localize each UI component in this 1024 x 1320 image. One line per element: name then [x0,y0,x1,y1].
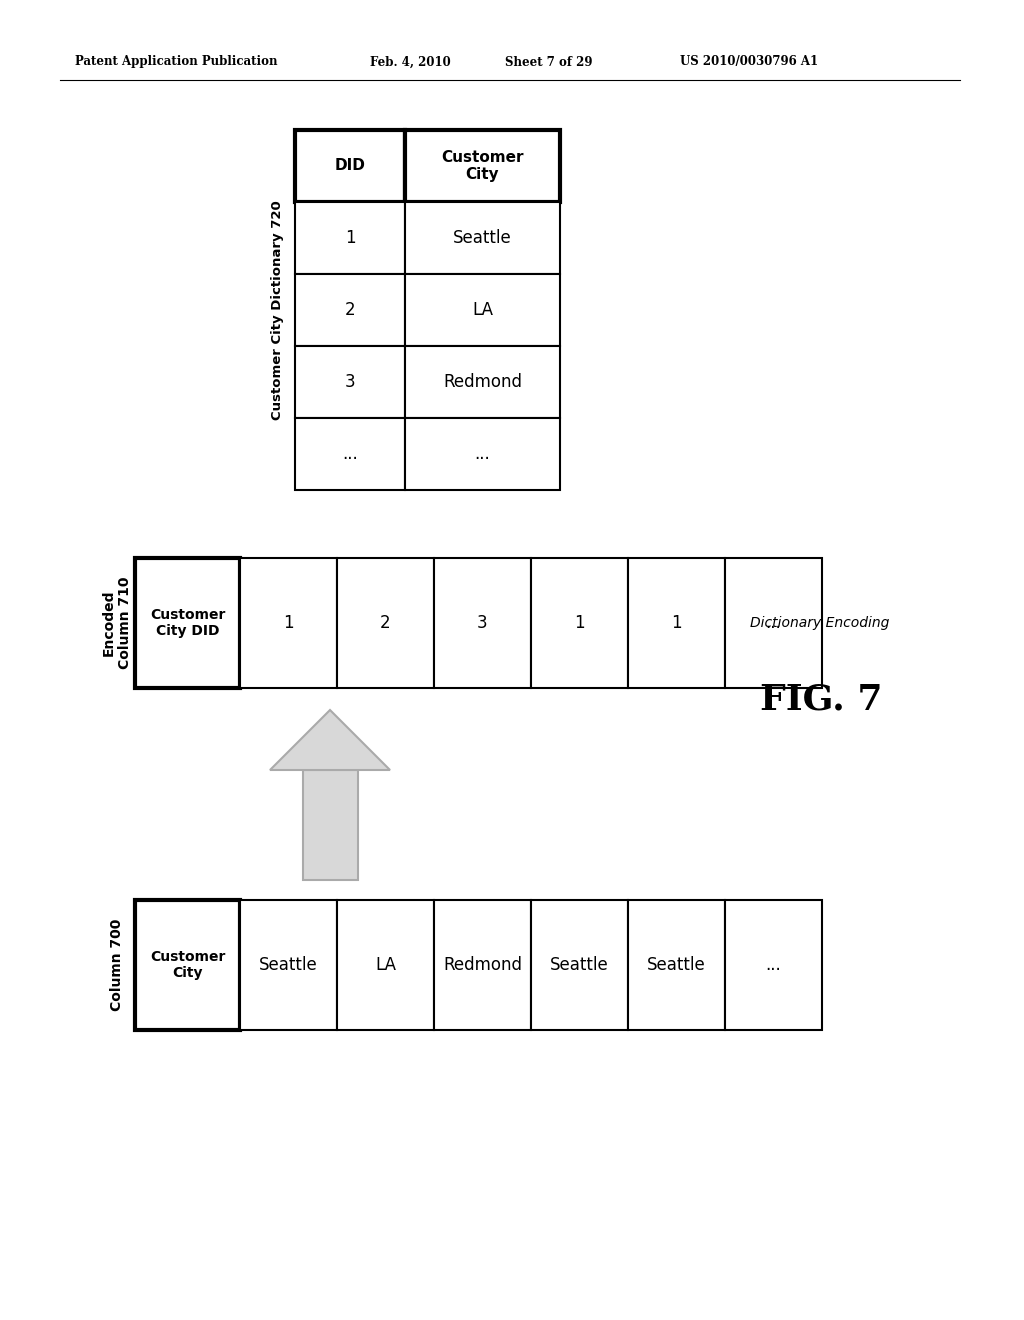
Bar [406,202,560,275]
Text: LA: LA [472,301,493,319]
Text: Dictionary Encoding: Dictionary Encoding [750,616,890,630]
Text: Seattle: Seattle [259,956,317,974]
Text: ...: ... [766,614,781,632]
Bar [135,558,240,688]
Text: DID: DID [335,158,366,173]
Text: 1: 1 [671,614,682,632]
Text: FIG. 7: FIG. 7 [760,682,883,717]
Text: US 2010/0030796 A1: US 2010/0030796 A1 [680,55,818,69]
Text: 2: 2 [345,301,355,319]
Bar [240,900,337,1030]
Bar [434,558,531,688]
Bar [302,770,357,880]
Text: Seattle: Seattle [550,956,609,974]
Bar [628,900,725,1030]
Bar [406,346,560,418]
Text: 1: 1 [345,228,355,247]
Text: Customer
City DID: Customer City DID [150,609,225,638]
Text: 3: 3 [477,614,487,632]
Text: Patent Application Publication: Patent Application Publication [75,55,278,69]
Bar [434,900,531,1030]
Bar [406,418,560,490]
Bar [295,275,406,346]
Text: Customer
City: Customer City [441,149,523,182]
Bar [295,346,406,418]
Bar [295,129,406,202]
Bar [295,418,406,490]
Bar [531,558,628,688]
Bar [135,900,240,1030]
Text: ...: ... [475,445,490,463]
Bar [406,129,560,202]
Text: Column 700: Column 700 [110,919,124,1011]
Text: Redmond: Redmond [443,374,522,391]
Text: 1: 1 [284,614,294,632]
Bar [337,558,434,688]
Text: 1: 1 [574,614,585,632]
Bar [295,202,406,275]
Text: LA: LA [375,956,396,974]
Text: Customer
City: Customer City [150,950,225,979]
Bar [725,900,822,1030]
Text: ...: ... [342,445,357,463]
Bar [406,275,560,346]
Bar [531,900,628,1030]
Text: Redmond: Redmond [443,956,522,974]
Text: Feb. 4, 2010: Feb. 4, 2010 [370,55,451,69]
Text: Seattle: Seattle [454,228,512,247]
Text: ...: ... [766,956,781,974]
Text: Seattle: Seattle [647,956,706,974]
Text: Customer City Dictionary 720: Customer City Dictionary 720 [270,201,284,420]
Bar [628,558,725,688]
Text: Sheet 7 of 29: Sheet 7 of 29 [505,55,593,69]
Polygon shape [270,710,390,770]
Text: 3: 3 [345,374,355,391]
Bar [240,558,337,688]
Text: 2: 2 [380,614,391,632]
Bar [337,900,434,1030]
Bar [725,558,822,688]
Text: Encoded
Column 710: Encoded Column 710 [102,577,132,669]
